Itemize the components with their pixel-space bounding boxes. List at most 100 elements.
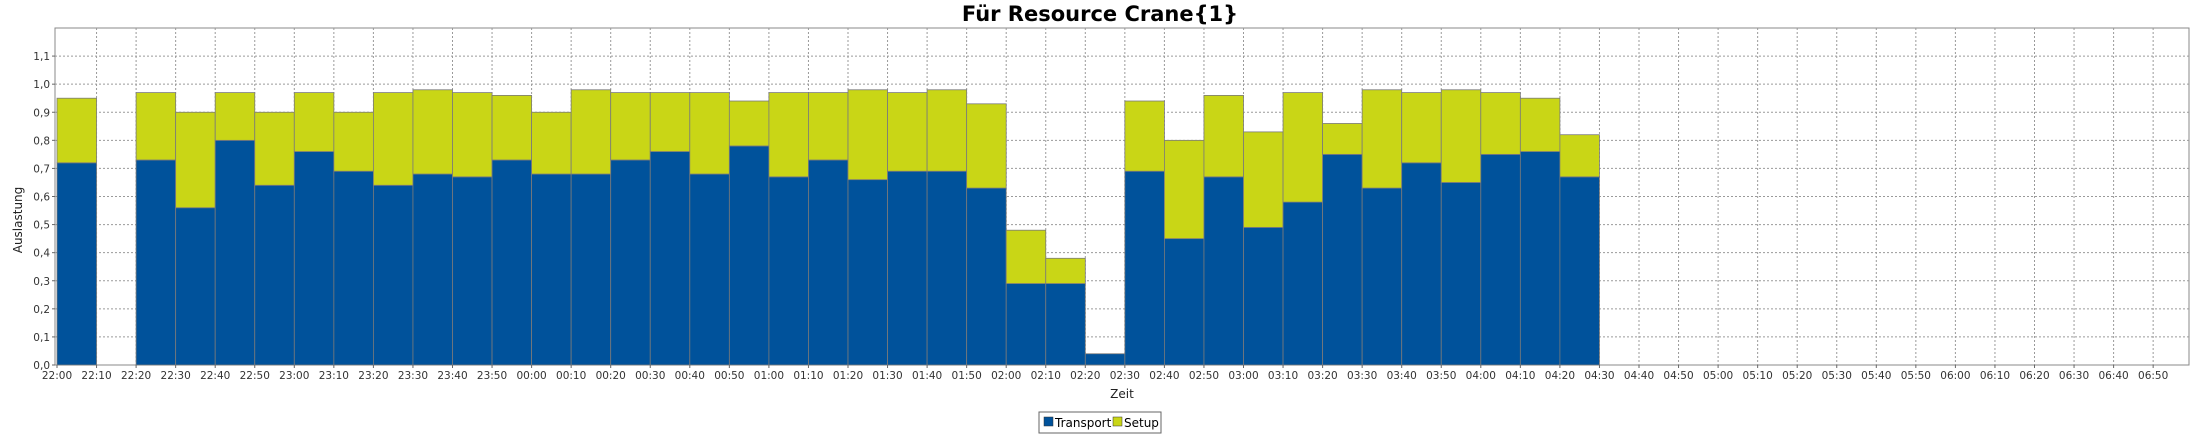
x-tick-label: 03:10 [1268,370,1298,382]
bar-setup [887,92,928,172]
x-tick-label: 06:10 [1980,370,2010,382]
bar-setup [333,111,374,172]
x-axis-label: Zeit [1110,387,1134,401]
bar-setup [135,92,177,161]
legend-box [1038,411,1162,434]
x-tick-label: 06:50 [2138,370,2168,382]
bar-setup [768,92,809,178]
x-tick-label: 03:50 [1426,370,1456,382]
bar-transport [887,170,928,366]
bar-setup [452,92,493,178]
bar-transport [56,162,97,366]
x-tick-label: 23:00 [279,370,309,382]
x-tick-label: 04:50 [1663,370,1693,382]
y-tick-label: 0,8 [33,135,50,147]
x-tick-label: 06:30 [2059,370,2089,382]
y-tick-label: 0,3 [33,276,50,288]
legend-swatch-setup [1112,416,1123,427]
bar-transport [1164,238,1205,366]
bar-transport [491,159,532,366]
x-tick-label: 01:40 [912,370,942,382]
legend-label-setup: Setup [1124,416,1159,430]
x-tick-label: 03:40 [1387,370,1417,382]
x-tick-label: 02:20 [1070,370,1100,382]
bar-transport [254,184,295,366]
bar-setup [1480,92,1521,155]
x-tick-label: 03:30 [1347,370,1377,382]
x-tick-label: 00:50 [714,370,744,382]
bar-setup [1519,97,1561,152]
y-axis-ticks: 0,0 0,1 0,2 0,3 0,4 0,5 0,6 0,7 0,8 0,9 1,0 1,1 [33,51,55,372]
bar-setup [926,89,968,172]
bar-setup [1401,92,1442,164]
bar-transport [966,187,1007,366]
x-tick-label: 00:30 [635,370,665,382]
y-tick-label: 1,0 [33,79,50,91]
bar-transport [531,173,572,366]
bar-setup [1322,123,1363,155]
chart-title: Für Resource Crane{1} [962,2,1238,26]
bar-transport [610,159,651,366]
bar-setup [808,92,849,161]
x-tick-label: 00:20 [596,370,626,382]
x-tick-label: 03:20 [1307,370,1337,382]
x-tick-label: 06:40 [2098,370,2128,382]
bar-setup [1361,89,1403,189]
x-tick-label: 22:10 [81,370,111,382]
bar-transport [847,179,888,366]
legend: Transport Setup [1038,411,1162,434]
x-tick-label: 23:40 [437,370,467,382]
bar-setup [1440,89,1482,183]
x-tick-label: 05:30 [1822,370,1852,382]
bar-transport [135,159,177,366]
bar-transport [372,184,414,366]
y-tick-label: 0,4 [33,248,50,260]
bar-setup [254,111,295,186]
x-tick-label: 00:10 [556,370,586,382]
x-tick-label: 23:20 [358,370,388,382]
y-tick-label: 0,9 [33,107,50,119]
x-tick-label: 00:40 [675,370,705,382]
x-tick-label: 22:00 [42,370,72,382]
bar-transport [1282,201,1324,366]
bar-transport [808,159,849,366]
bar-setup [1164,139,1205,240]
y-tick-label: 0,7 [33,163,50,175]
bar-transport [1243,226,1284,366]
bar-setup [1559,134,1600,178]
x-tick-label: 00:00 [516,370,546,382]
x-tick-label: 22:50 [240,370,270,382]
x-tick-label: 02:40 [1149,370,1179,382]
bar-transport [1519,151,1561,366]
x-tick-label: 01:30 [872,370,902,382]
bar-setup [1243,131,1284,228]
bar-transport [768,176,809,366]
x-tick-label: 01:20 [833,370,863,382]
x-axis-ticks: 22:00 22:10 22:20 22:30 22:40 22:50 23:00 23:10… [42,365,2168,382]
x-tick-label: 04:10 [1505,370,1535,382]
bar-setup [689,92,730,175]
y-tick-label: 0,6 [33,192,50,204]
y-tick-label: 0,0 [33,360,50,372]
x-tick-label: 05:10 [1743,370,1773,382]
x-tick-label: 01:10 [793,370,823,382]
bar-transport [1084,353,1126,366]
x-tick-label: 23:10 [319,370,349,382]
bar-setup [728,100,770,147]
bar-setup [293,92,335,152]
bar-transport [926,170,968,366]
bar-transport [689,173,730,366]
bar-setup [1203,95,1244,178]
bar-transport [452,176,493,366]
x-tick-label: 05:40 [1861,370,1891,382]
bar-setup [1005,229,1047,284]
bar-transport [1322,153,1363,366]
bar-setup [412,89,453,175]
x-tick-label: 06:20 [2019,370,2049,382]
legend-label-transport: Transport [1054,416,1112,430]
bar-setup [1282,92,1324,203]
y-tick-label: 0,2 [33,304,50,316]
bar-setup [214,92,256,141]
legend-swatch-transport [1043,416,1054,427]
